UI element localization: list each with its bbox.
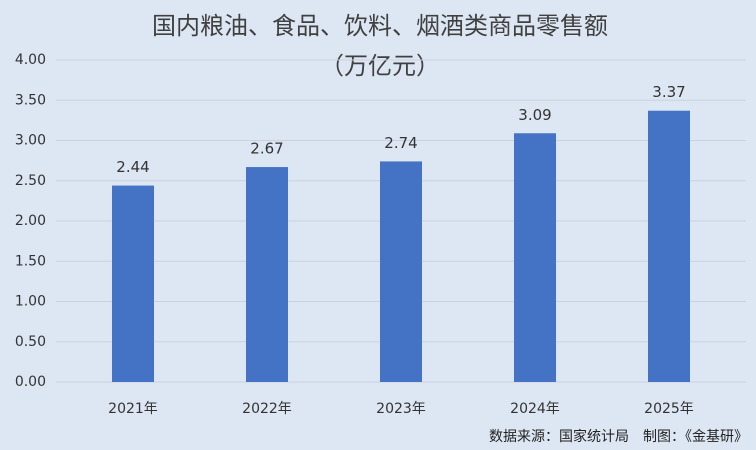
y-tick-label: 0.00 xyxy=(15,374,46,390)
x-tick-label: 2023年 xyxy=(376,401,426,417)
source-note: 数据来源：国家统计局 制图：《金基研》 xyxy=(489,428,748,445)
bar xyxy=(514,133,556,382)
value-label: 2.74 xyxy=(384,134,417,152)
bar xyxy=(380,161,422,382)
value-label: 3.37 xyxy=(652,83,685,101)
y-tick-label: 2.00 xyxy=(15,213,46,229)
bar xyxy=(648,110,690,382)
y-tick-label: 3.00 xyxy=(15,133,46,149)
value-label: 3.09 xyxy=(518,106,551,124)
x-tick-label: 2022年 xyxy=(242,401,292,417)
y-tick-label: 1.50 xyxy=(15,253,46,269)
y-tick-label: 2.50 xyxy=(15,173,46,189)
y-tick-label: 4.00 xyxy=(15,52,46,68)
x-tick-label: 2024年 xyxy=(510,401,560,417)
bar xyxy=(112,185,154,382)
x-tick-label: 2021年 xyxy=(108,401,158,417)
chart-title: 国内粮油、食品、饮料、烟酒类商品零售额 xyxy=(152,12,608,40)
value-label: 2.67 xyxy=(250,140,283,158)
value-label: 2.44 xyxy=(116,158,149,176)
y-tick-label: 3.50 xyxy=(15,92,46,108)
y-tick-label: 0.50 xyxy=(15,334,46,350)
bar xyxy=(246,167,288,382)
x-tick-label: 2025年 xyxy=(644,401,694,417)
chart-subtitle: （万亿元） xyxy=(320,52,440,80)
y-tick-label: 1.00 xyxy=(15,294,46,310)
